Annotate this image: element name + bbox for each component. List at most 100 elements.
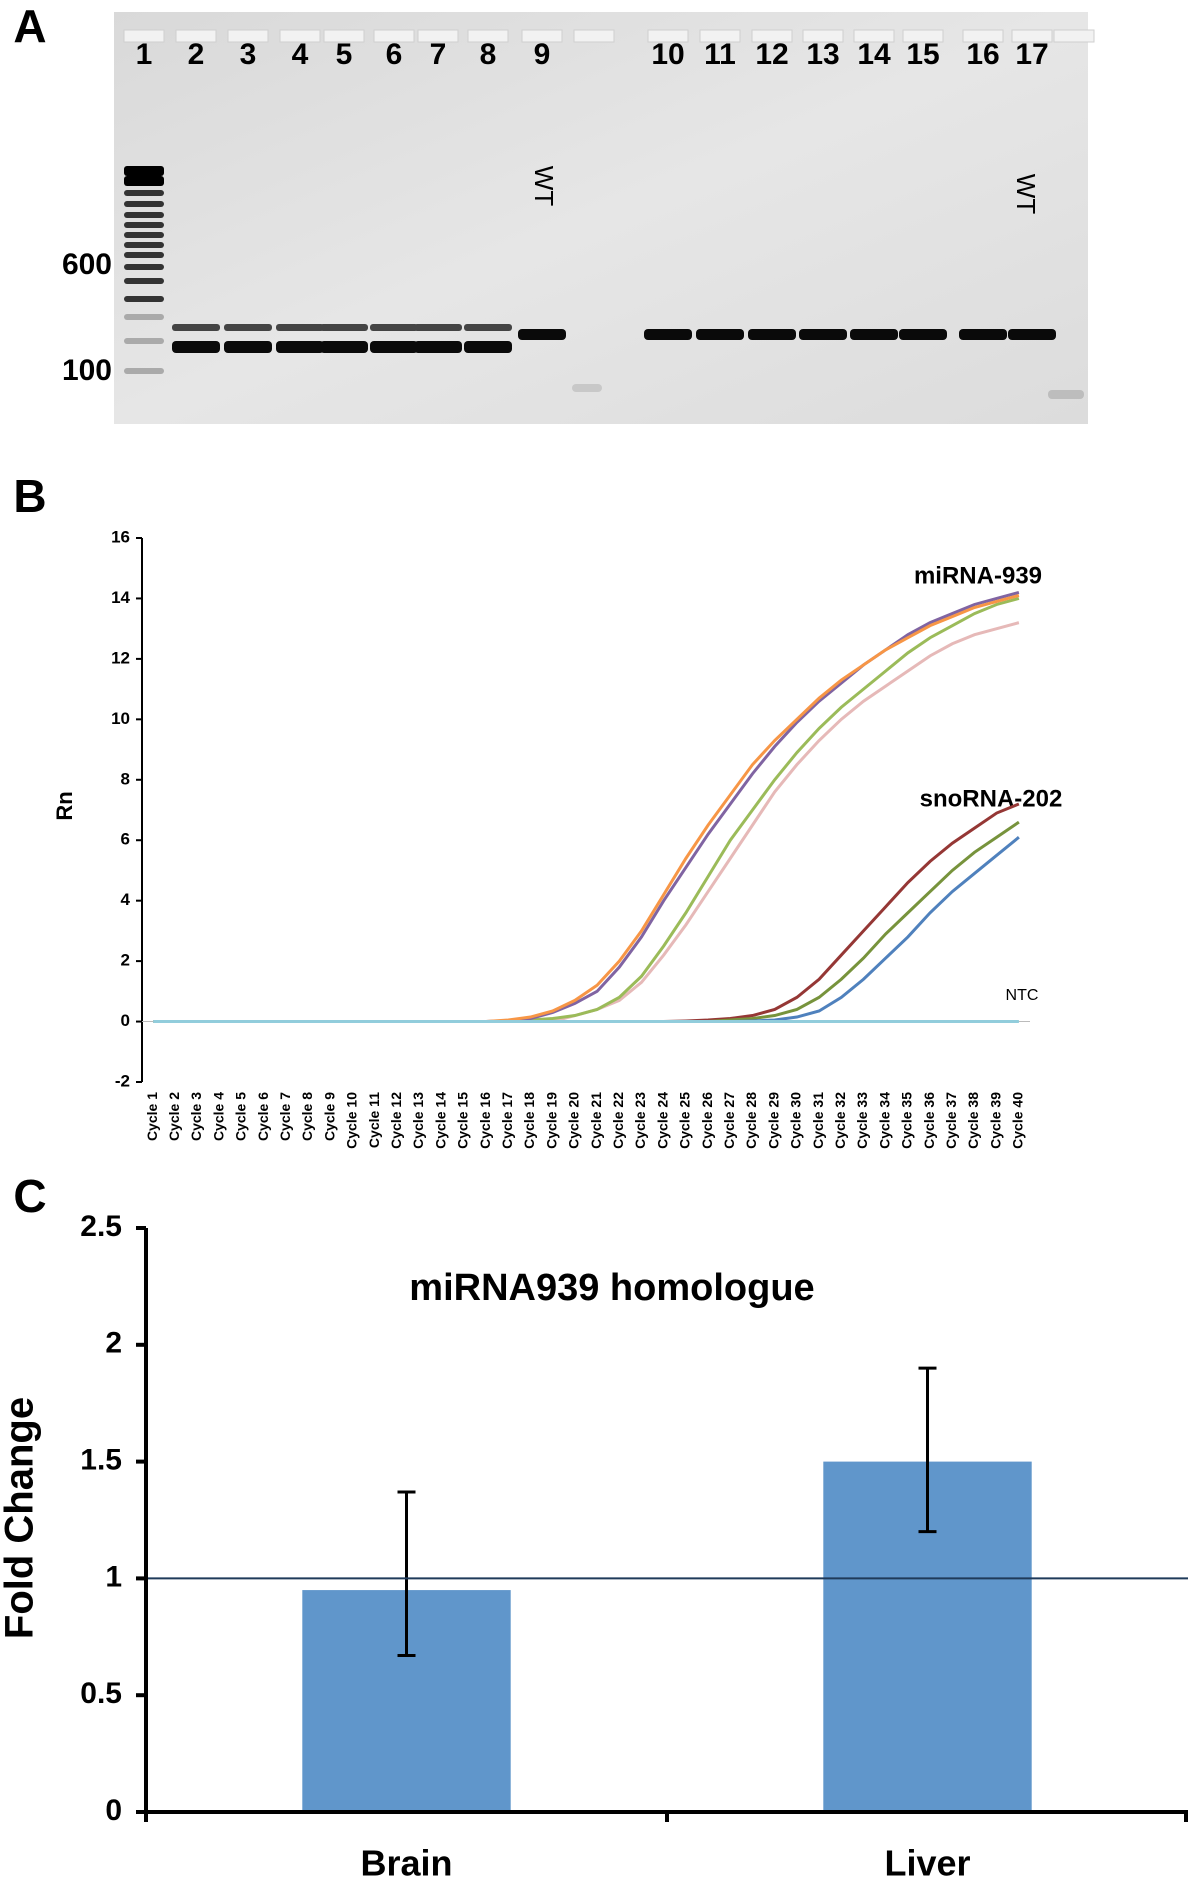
- lane-label: 13: [806, 38, 839, 71]
- x-tick-label: Cycle 1: [144, 1092, 160, 1141]
- x-tick-label: Cycle 23: [632, 1092, 648, 1149]
- gel-well: [323, 29, 365, 43]
- gel-well: [1011, 29, 1053, 43]
- x-tick-label: Cycle 38: [965, 1092, 981, 1149]
- panel-label: A: [13, 0, 46, 52]
- chart-title: miRNA939 homologue: [409, 1267, 814, 1309]
- gel-image: [114, 12, 1088, 424]
- x-tick-label: Cycle 40: [1010, 1092, 1026, 1149]
- x-tick-label: Cycle 25: [677, 1092, 693, 1149]
- gel-band: [276, 324, 324, 331]
- gel-band: [748, 329, 796, 340]
- y-tick-label: 2: [105, 1327, 122, 1360]
- gel-well: [902, 29, 944, 43]
- x-tick-label: Cycle 31: [810, 1092, 826, 1149]
- gel-well: [699, 29, 741, 43]
- primer-dimer: [1048, 390, 1084, 399]
- lane-label: 6: [386, 38, 403, 71]
- y-tick-label: 14: [111, 588, 130, 607]
- series-line: [153, 590, 1020, 1024]
- lane-label: 4: [292, 38, 309, 71]
- gel-well: [521, 29, 563, 43]
- gel-well: [647, 29, 689, 43]
- x-tick-label: Cycle 15: [455, 1092, 471, 1149]
- y-tick-label: 1.5: [80, 1444, 122, 1477]
- x-tick-label: Brain: [360, 1843, 452, 1878]
- gel-well: [573, 29, 615, 43]
- x-tick-label: Cycle 22: [610, 1092, 626, 1149]
- gel-band: [172, 341, 220, 353]
- y-tick-label: 2.5: [80, 1210, 122, 1243]
- x-tick-label: Cycle 35: [899, 1092, 915, 1149]
- x-tick-label: Cycle 39: [987, 1092, 1003, 1149]
- x-tick-label: Cycle 34: [876, 1092, 892, 1149]
- gel-band: [644, 329, 692, 340]
- lane-label: 16: [966, 38, 999, 71]
- gel-well: [373, 29, 415, 43]
- primer-dimer: [572, 384, 602, 392]
- lane-label: 15: [906, 38, 939, 71]
- gel-band: [518, 329, 566, 340]
- gel-band: [959, 329, 1007, 340]
- gel-band: [850, 329, 898, 340]
- x-tick-label: Cycle 14: [432, 1092, 448, 1149]
- series-line: [153, 596, 1020, 1024]
- ladder-band: [124, 368, 164, 374]
- x-tick-label: Cycle 11: [366, 1092, 382, 1148]
- ladder-band: [124, 201, 164, 207]
- gel-well: [962, 29, 1004, 43]
- ladder-band: [124, 222, 164, 228]
- ladder-band: [124, 314, 164, 320]
- annotation: miRNA-939: [914, 562, 1042, 589]
- wt-label: WT: [529, 166, 559, 207]
- gel-band: [464, 341, 512, 353]
- y-tick-label: 1: [105, 1560, 122, 1593]
- y-tick-label: 16: [111, 527, 130, 546]
- lane-label: 11: [704, 38, 736, 71]
- lane-label: 8: [480, 38, 497, 71]
- y-tick-label: 0: [121, 1011, 130, 1030]
- x-tick-label: Cycle 5: [233, 1092, 249, 1141]
- lane-label: 12: [755, 38, 788, 71]
- y-tick-label: 2: [121, 951, 130, 970]
- series-line: [153, 621, 1020, 1024]
- y-tick-label: 6: [121, 830, 130, 849]
- lane-label: 10: [651, 38, 684, 71]
- x-tick-label: Cycle 3: [188, 1092, 204, 1141]
- ladder-band: [124, 264, 164, 270]
- y-tick-label: 12: [111, 648, 130, 667]
- series-line: [153, 593, 1020, 1024]
- panel-label: C: [13, 1170, 46, 1222]
- panel-label: B: [13, 470, 46, 522]
- y-tick-label: 8: [121, 769, 130, 788]
- y-axis-label: Fold Change: [0, 1397, 42, 1639]
- ladder-band: [124, 176, 164, 186]
- gel-band: [370, 324, 418, 331]
- x-tick-label: Cycle 6: [255, 1092, 271, 1141]
- x-tick-label: Cycle 30: [788, 1092, 804, 1149]
- ladder-band: [124, 190, 164, 196]
- x-tick-label: Cycle 27: [721, 1092, 737, 1149]
- ladder-band: [124, 296, 164, 302]
- annotation: snoRNA-202: [920, 785, 1063, 812]
- lane-label: 7: [430, 38, 447, 71]
- x-tick-label: Cycle 4: [210, 1092, 226, 1141]
- x-tick-label: Cycle 9: [321, 1092, 337, 1141]
- x-tick-label: Cycle 36: [921, 1092, 937, 1149]
- y-tick-label: 0.5: [80, 1677, 122, 1710]
- x-tick-label: Cycle 24: [654, 1092, 670, 1149]
- gel-well: [417, 29, 459, 43]
- ladder-band: [124, 338, 164, 344]
- gel-band: [696, 329, 744, 340]
- annotation: NTC: [1006, 987, 1039, 1004]
- gel-well: [467, 29, 509, 43]
- x-tick-label: Cycle 16: [477, 1092, 493, 1149]
- x-tick-label: Cycle 8: [299, 1092, 315, 1141]
- lane-label: 2: [188, 38, 205, 71]
- gel-band: [370, 341, 418, 353]
- gel-band: [799, 329, 847, 340]
- x-tick-label: Cycle 28: [743, 1092, 759, 1149]
- gel-band: [320, 341, 368, 353]
- x-tick-label: Cycle 21: [588, 1092, 604, 1149]
